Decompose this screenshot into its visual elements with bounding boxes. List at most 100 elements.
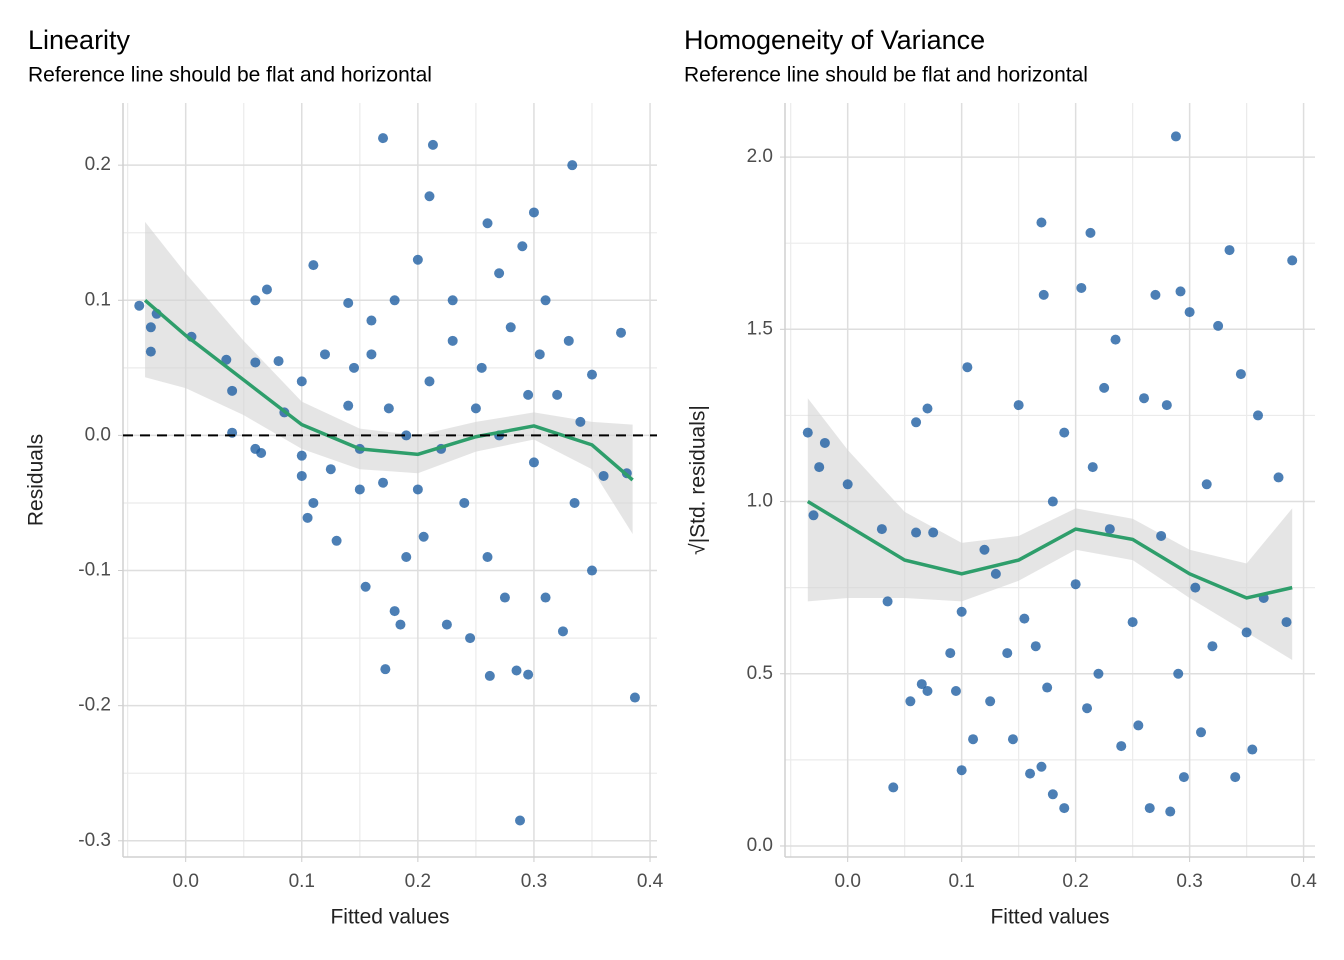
point	[1190, 582, 1201, 593]
point	[1110, 334, 1121, 345]
point	[1230, 772, 1241, 783]
point	[523, 669, 534, 680]
point	[575, 416, 586, 427]
y-tick-label: 0.5	[747, 663, 773, 684]
point	[979, 544, 990, 555]
x-tick-label: 0.1	[948, 871, 974, 892]
point	[273, 356, 284, 367]
y-tick-label: 2.0	[747, 146, 773, 167]
point	[1253, 410, 1264, 421]
point	[343, 297, 354, 308]
point	[401, 430, 412, 441]
point	[476, 362, 487, 373]
point	[1093, 668, 1104, 679]
point	[505, 322, 516, 333]
point	[1201, 479, 1212, 490]
point	[876, 524, 887, 535]
point	[808, 510, 819, 521]
point	[842, 479, 853, 490]
point	[540, 295, 551, 306]
point	[956, 606, 967, 617]
point	[1007, 734, 1018, 745]
point	[308, 260, 319, 271]
point	[1085, 227, 1096, 238]
x-tick-label: 0.3	[521, 871, 547, 892]
x-tick-label: 0.1	[289, 871, 315, 892]
point	[540, 592, 551, 603]
point	[1076, 282, 1087, 293]
y-tick-label: -0.2	[78, 695, 111, 716]
point	[1099, 382, 1110, 393]
y-tick-label: -0.3	[78, 830, 111, 851]
point	[441, 619, 452, 630]
point	[1104, 524, 1115, 535]
chart-title: Homogeneity of Variance	[684, 25, 985, 55]
point	[1059, 803, 1070, 814]
point	[418, 531, 429, 542]
point	[1241, 627, 1252, 638]
point	[401, 552, 412, 563]
point	[250, 295, 261, 306]
point	[383, 403, 394, 414]
point	[1047, 496, 1058, 507]
point	[366, 349, 377, 360]
point	[515, 815, 526, 826]
point	[221, 354, 232, 365]
point	[586, 565, 597, 576]
point	[1207, 641, 1218, 652]
point	[354, 484, 365, 495]
point	[567, 160, 578, 171]
point	[389, 606, 400, 617]
point	[1013, 400, 1024, 411]
x-tick-label: 0.0	[834, 871, 860, 892]
point	[916, 679, 927, 690]
point	[819, 437, 830, 448]
chart-subtitle: Reference line should be flat and horizo…	[684, 64, 1088, 87]
y-tick-label: -0.1	[78, 560, 111, 581]
point	[389, 295, 400, 306]
point	[1273, 472, 1284, 483]
point	[380, 664, 391, 675]
point	[1287, 255, 1298, 266]
point	[802, 427, 813, 438]
point	[552, 389, 563, 400]
point	[814, 462, 825, 473]
x-axis-title: Fitted values	[990, 906, 1109, 929]
point	[1165, 806, 1176, 817]
point	[950, 685, 961, 696]
point	[459, 497, 470, 508]
point	[629, 692, 640, 703]
x-tick-label: 0.4	[637, 871, 664, 892]
point	[145, 346, 156, 357]
point	[250, 443, 261, 454]
y-tick-label: 0.1	[85, 289, 111, 310]
y-tick-label: 0.0	[85, 424, 111, 445]
point	[1173, 668, 1184, 679]
point	[990, 568, 1001, 579]
point	[1156, 530, 1167, 541]
point	[378, 133, 389, 144]
point	[261, 284, 272, 295]
point	[1224, 245, 1235, 256]
point	[145, 322, 156, 333]
point	[1196, 727, 1207, 738]
point	[1036, 217, 1047, 228]
point	[424, 191, 435, 202]
point	[557, 626, 568, 637]
point	[412, 254, 423, 265]
point	[528, 207, 539, 218]
point	[956, 765, 967, 776]
point	[1019, 613, 1030, 624]
point	[1036, 761, 1047, 772]
point	[447, 295, 458, 306]
point	[1038, 289, 1049, 300]
point	[296, 450, 307, 461]
point	[424, 376, 435, 387]
point	[499, 592, 510, 603]
point	[1281, 617, 1292, 628]
confidence-band	[807, 398, 1293, 660]
point	[888, 782, 899, 793]
point	[1087, 462, 1098, 473]
y-tick-label: 1.5	[747, 318, 773, 339]
point	[922, 685, 933, 696]
